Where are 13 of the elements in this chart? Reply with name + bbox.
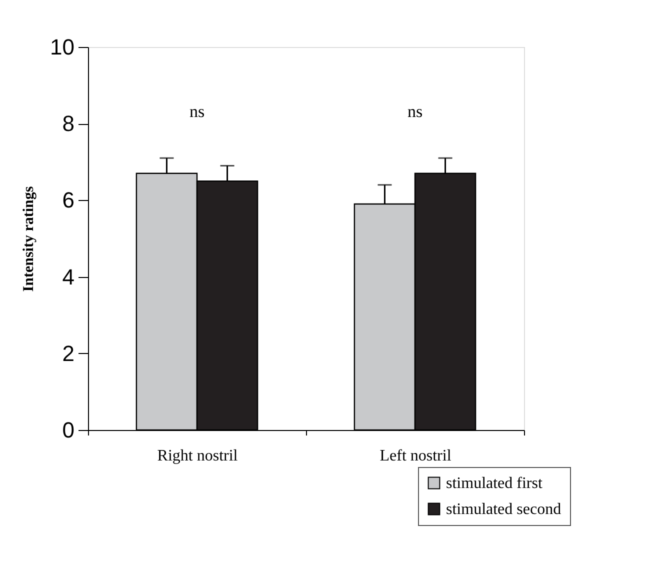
y-tick-label: 10 bbox=[50, 34, 74, 60]
x-tick-label: Right nostril bbox=[157, 448, 238, 464]
y-tick-label: 8 bbox=[62, 111, 74, 136]
annotation: ns bbox=[189, 102, 205, 121]
legend-label: stimulated first bbox=[446, 475, 543, 492]
x-tick-label: Left nostril bbox=[380, 448, 452, 464]
y-tick-label: 2 bbox=[62, 340, 74, 366]
y-tick-label: 0 bbox=[62, 418, 74, 442]
y-tick-label: 6 bbox=[62, 188, 74, 213]
y-axis-title: Intensity ratings bbox=[21, 186, 38, 292]
annotation: ns bbox=[407, 102, 423, 121]
legend-label: stimulated second bbox=[446, 501, 562, 518]
y-tick-label: 4 bbox=[62, 264, 74, 290]
